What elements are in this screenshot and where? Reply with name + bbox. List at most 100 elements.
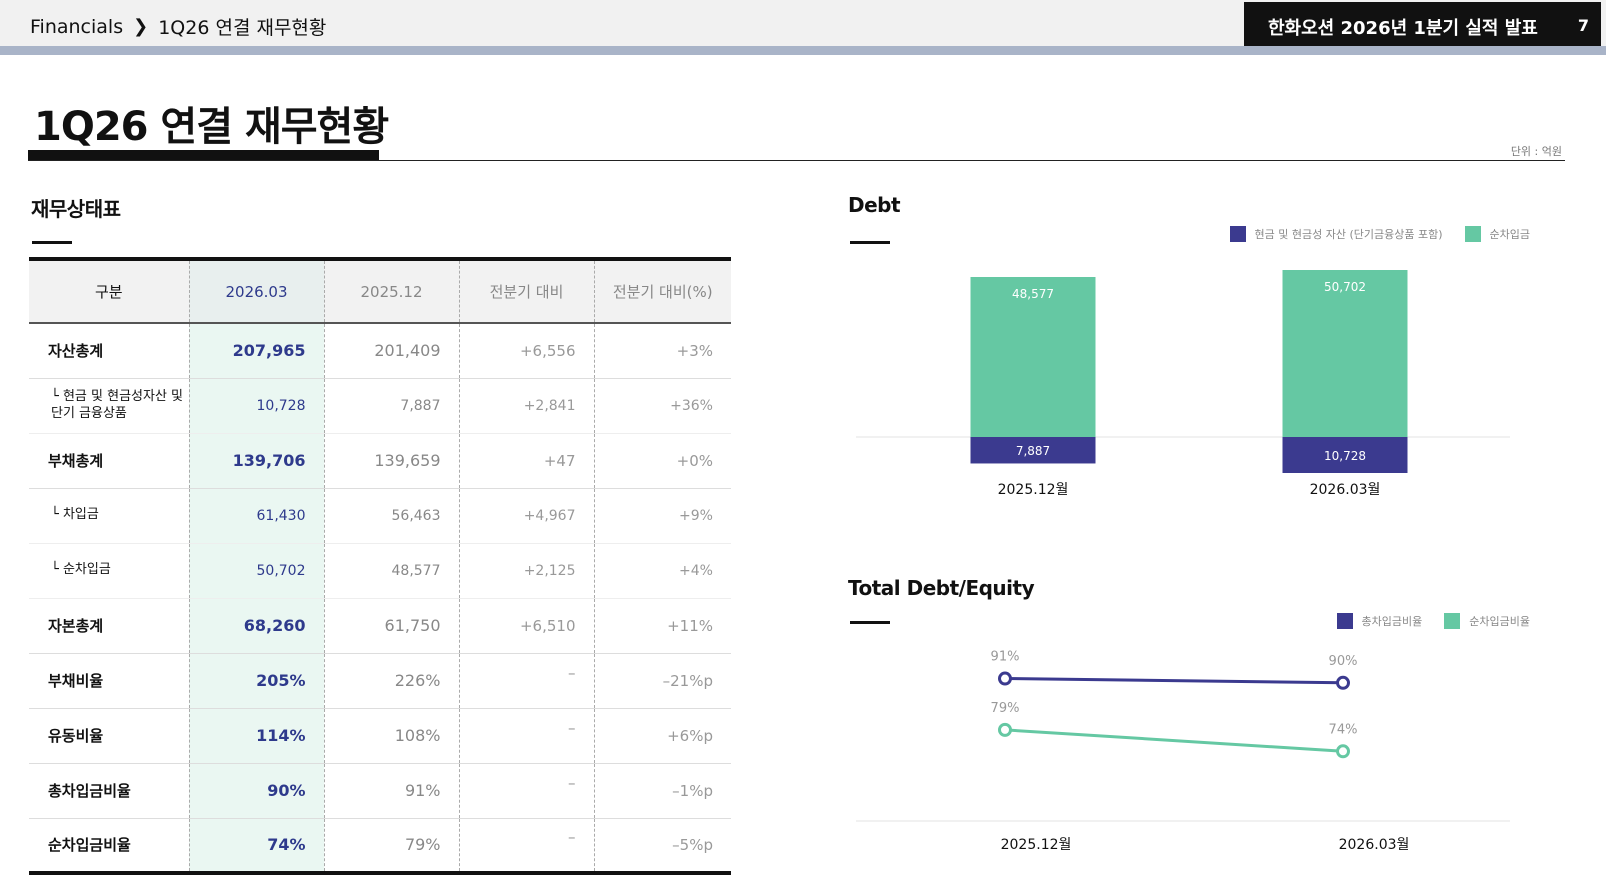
table-row: └ 순차입금 50,702 48,577 +2,125 +4% xyxy=(29,543,731,598)
cell-current: 205% xyxy=(188,653,324,708)
table-row: 총차입금비율 90% 91% – –1%p xyxy=(29,763,731,818)
data-point xyxy=(1336,675,1350,690)
bar-net-debt xyxy=(970,277,1096,437)
page-number: 7 xyxy=(1577,16,1589,35)
legend-swatch-net-debt xyxy=(1464,226,1481,242)
row-label: 유동비율 xyxy=(48,727,104,745)
title-rule xyxy=(28,160,1565,161)
row-label: 자본총계 xyxy=(48,617,104,635)
legend-label-net-debt-ratio: 순차입금비율 xyxy=(1469,615,1530,628)
cell-change-pct: –5%p xyxy=(593,818,731,873)
row-label: 부채총계 xyxy=(48,452,104,470)
deck-title: 한화오션 2026년 1분기 실적 발표 xyxy=(1268,18,1538,39)
balance-sheet-dash xyxy=(32,241,72,244)
x-tick-label: 2025.12월 xyxy=(998,482,1069,498)
legend-swatch-cash xyxy=(1229,226,1246,242)
table-row: 순차입금비율 74% 79% – –5%p xyxy=(29,818,731,873)
series-line-net-debt-ratio xyxy=(1004,728,1344,753)
debt-equity-chart-dash xyxy=(850,621,890,624)
deck-title-box: 한화오션 2026년 1분기 실적 발표 7 xyxy=(1244,2,1601,46)
cell-change: +6,556 xyxy=(458,323,594,378)
legend-item-net-debt-ratio: 순차입금비율 xyxy=(1444,613,1530,629)
x-tick-label: 2026.03월 xyxy=(1339,837,1410,853)
cell-previous: 201,409 xyxy=(323,323,459,378)
data-label: 79% xyxy=(991,701,1020,716)
debt-chart-dash xyxy=(850,241,890,244)
table-row: 부채비율 205% 226% – –21%p xyxy=(29,653,731,708)
bar-net-debt xyxy=(1282,270,1408,437)
breadcrumb-page: 1Q26 연결 재무현황 xyxy=(158,17,327,39)
cell-change-pct: +11% xyxy=(593,598,731,653)
table-row: └ 차입금 61,430 56,463 +4,967 +9% xyxy=(29,488,731,543)
cell-change-pct: –1%p xyxy=(593,763,731,818)
cell-change: – xyxy=(458,818,594,873)
table-row: 자본총계 68,260 61,750 +6,510 +11% xyxy=(29,598,731,653)
row-label: 자산총계 xyxy=(48,342,104,361)
cell-previous: 108% xyxy=(323,708,459,763)
legend-item-cash: 현금 및 현금성 자산 (단기금융상품 포함) xyxy=(1229,226,1443,242)
row-label: └ 순차입금 xyxy=(51,562,111,578)
x-tick-label: 2026.03월 xyxy=(1310,482,1381,498)
cell-current: 207,965 xyxy=(188,323,324,378)
data-point xyxy=(998,671,1012,686)
cell-previous: 79% xyxy=(323,818,459,873)
legend-item-net-debt: 순차입금 xyxy=(1464,226,1530,242)
cell-current: 61,430 xyxy=(188,488,324,543)
legend-item-total-debt-ratio: 총차입금비율 xyxy=(1336,613,1423,629)
debt-equity-chart: 91% 90% 79% 74% 2025.12월 2026.03월 xyxy=(856,650,1510,853)
cell-change: +47 xyxy=(458,433,594,488)
cell-current: 114% xyxy=(188,708,324,763)
balance-sheet-table: 구분 2026.03 2025.12 전분기 대비 전분기 대비(%) 자산총계… xyxy=(29,257,731,875)
cell-previous: 61,750 xyxy=(323,598,459,653)
row-label: 총차입금비율 xyxy=(48,782,131,800)
title-underline-bar xyxy=(28,150,379,160)
balance-sheet-title: 재무상태표 xyxy=(31,197,121,221)
series-line-total-debt-ratio xyxy=(1004,677,1344,685)
debt-equity-chart-legend: 총차입금비율 순차입금비율 xyxy=(1336,613,1530,629)
column-header-change: 전분기 대비 xyxy=(458,259,594,323)
bar-label-cash: 7,887 xyxy=(1016,444,1050,458)
legend-swatch-total-debt-ratio xyxy=(1336,613,1353,629)
cell-previous: 139,659 xyxy=(323,433,459,488)
cell-change-pct: –21%p xyxy=(593,653,731,708)
chevron-right-icon: ❯ xyxy=(133,16,149,37)
cell-previous: 7,887 xyxy=(323,378,459,433)
breadcrumb: Financials ❯ 1Q26 연결 재무현황 xyxy=(30,13,326,40)
cell-change-pct: +4% xyxy=(593,543,731,598)
top-bar-strip xyxy=(0,46,1606,55)
legend-label-net-debt: 순차입금 xyxy=(1489,228,1530,241)
data-label: 74% xyxy=(1329,722,1358,737)
row-label: └ 차입금 xyxy=(51,507,99,523)
cell-change: – xyxy=(458,708,594,763)
unit-note: 단위 : 억원 xyxy=(1510,145,1562,158)
cell-change: – xyxy=(458,653,594,708)
row-label: 순차입금비율 xyxy=(48,836,131,855)
cell-previous: 226% xyxy=(323,653,459,708)
data-label: 90% xyxy=(1329,654,1358,669)
cell-change: +2,125 xyxy=(458,543,594,598)
data-point xyxy=(998,722,1012,737)
table-row: └ 현금 및 현금성자산 및 단기 금융상품 10,728 7,887 +2,841 +… xyxy=(29,378,731,433)
cell-change: +2,841 xyxy=(458,378,594,433)
cell-current: 90% xyxy=(188,763,324,818)
breadcrumb-section[interactable]: Financials xyxy=(30,15,124,38)
cell-change-pct: +36% xyxy=(593,378,731,433)
debt-equity-chart-title: Total Debt/Equity xyxy=(848,576,1035,600)
cell-current: 139,706 xyxy=(188,433,324,488)
table-row: 부채총계 139,706 139,659 +47 +0% xyxy=(29,433,731,488)
bar-label-cash: 10,728 xyxy=(1324,449,1366,463)
debt-chart-legend: 현금 및 현금성 자산 (단기금융상품 포함) 순차입금 xyxy=(1229,226,1530,242)
table-row: 유동비율 114% 108% – +6%p xyxy=(29,708,731,763)
row-label: └ 현금 및 현금성자산 및 단기 금융상품 xyxy=(51,389,183,421)
cell-change-pct: +3% xyxy=(593,323,731,378)
row-label: 부채비율 xyxy=(48,672,104,690)
cell-change: +4,967 xyxy=(458,488,594,543)
cell-current: 74% xyxy=(188,818,324,873)
column-header-label: 구분 xyxy=(94,283,123,301)
legend-label-total-debt-ratio: 총차입금비율 xyxy=(1361,615,1423,628)
bar-label-net-debt: 50,702 xyxy=(1324,280,1366,294)
bar-cash xyxy=(970,437,1096,464)
table-header-row: 구분 2026.03 2025.12 전분기 대비 전분기 대비(%) xyxy=(29,259,731,323)
column-header-current: 2026.03 xyxy=(188,259,324,323)
bar-cash xyxy=(1282,437,1408,473)
